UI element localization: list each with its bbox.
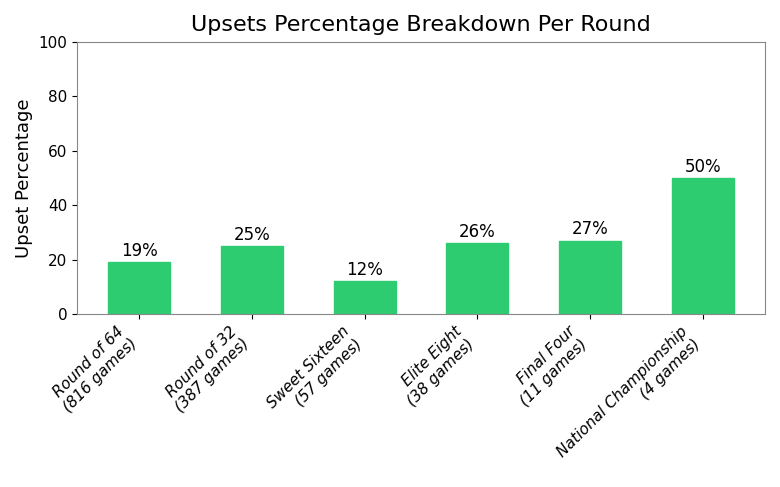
Bar bbox=[334, 281, 395, 314]
Text: 26%: 26% bbox=[459, 223, 496, 241]
Y-axis label: Upset Percentage: Upset Percentage bbox=[15, 98, 33, 258]
Text: 27%: 27% bbox=[572, 221, 608, 238]
Text: 12%: 12% bbox=[346, 261, 383, 279]
Bar bbox=[446, 244, 509, 314]
Title: Upsets Percentage Breakdown Per Round: Upsets Percentage Breakdown Per Round bbox=[191, 15, 651, 35]
Text: 25%: 25% bbox=[234, 226, 271, 244]
Bar bbox=[108, 262, 170, 314]
Bar bbox=[559, 241, 621, 314]
Bar bbox=[221, 246, 283, 314]
Text: 50%: 50% bbox=[684, 158, 721, 176]
Bar bbox=[672, 178, 734, 314]
Text: 19%: 19% bbox=[121, 242, 158, 260]
